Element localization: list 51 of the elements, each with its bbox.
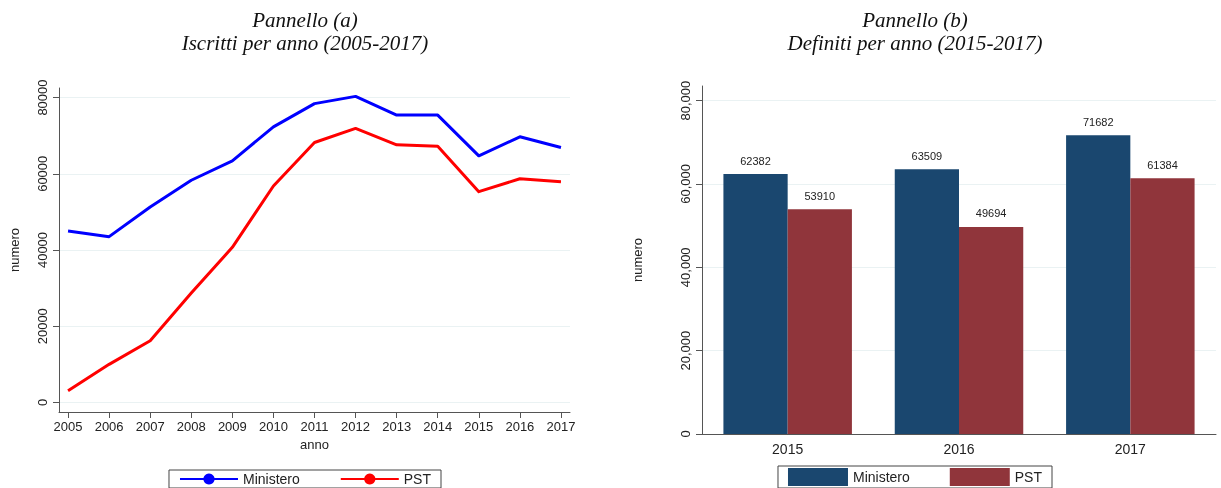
- x-tick-label: 2015: [772, 441, 804, 457]
- x-tick-label: 2013: [382, 419, 412, 434]
- line-series: [66, 94, 563, 239]
- x-tick-label: 2017: [1114, 441, 1147, 457]
- data-label: 61384: [1147, 158, 1178, 171]
- x-tick-label: 2016: [943, 441, 975, 457]
- y-tick-label: 0: [678, 430, 693, 438]
- legend-label: PST: [403, 471, 432, 487]
- y-tick-label: 80000: [35, 79, 50, 116]
- x-axis-title: anno: [300, 436, 329, 452]
- y-tick-label: 80,000: [678, 80, 693, 121]
- legend-label: Ministero: [242, 471, 300, 487]
- x-tick-label: 2005: [53, 419, 83, 434]
- x-tick-label: 2006: [94, 419, 124, 434]
- data-label: 71682: [1082, 115, 1114, 128]
- bar: [1130, 178, 1195, 434]
- chart-subtitle: Definiti per anno (2015-2017): [786, 30, 1043, 55]
- chart-title: Pannello (a): [251, 7, 358, 32]
- x-tick-label: 2017: [546, 419, 576, 434]
- x-tick-label: 2011: [300, 419, 329, 434]
- x-tick-label: 2016: [505, 419, 535, 434]
- data-label: 62382: [740, 154, 771, 167]
- data-label: 49694: [975, 207, 1007, 220]
- bar: [787, 209, 852, 434]
- y-tick-label: 60,000: [678, 164, 693, 204]
- legend-label: PST: [1014, 469, 1043, 485]
- y-axis-title: numero: [7, 227, 22, 273]
- bar: [723, 174, 788, 434]
- x-tick-label: 2007: [135, 419, 165, 434]
- data-label: 53910: [804, 189, 836, 202]
- y-axis-title: numero: [630, 237, 645, 283]
- y-tick-label: 40,000: [678, 247, 693, 288]
- x-tick-label: 2010: [258, 419, 288, 434]
- y-tick-label: 60000: [35, 155, 50, 192]
- x-tick-label: 2014: [423, 419, 453, 434]
- y-tick-label: 20000: [35, 308, 50, 345]
- x-tick-label: 2009: [217, 419, 247, 434]
- chart-title: Pannello (b): [861, 7, 968, 32]
- x-tick-label: 2008: [176, 419, 206, 434]
- y-tick-label: 0: [35, 398, 50, 407]
- y-tick-label: 40000: [35, 231, 50, 269]
- legend-label: Ministero: [852, 469, 910, 485]
- x-tick-label: 2015: [464, 419, 494, 434]
- bar: [959, 226, 1024, 434]
- x-tick-label: 2012: [341, 419, 371, 434]
- chart-subtitle: Iscritti per anno (2005-2017): [180, 30, 429, 55]
- data-label: 63509: [911, 149, 943, 162]
- bar: [894, 169, 959, 434]
- y-tick-label: 20,000: [678, 330, 693, 371]
- line-series: [66, 126, 563, 393]
- bar: [1066, 135, 1131, 434]
